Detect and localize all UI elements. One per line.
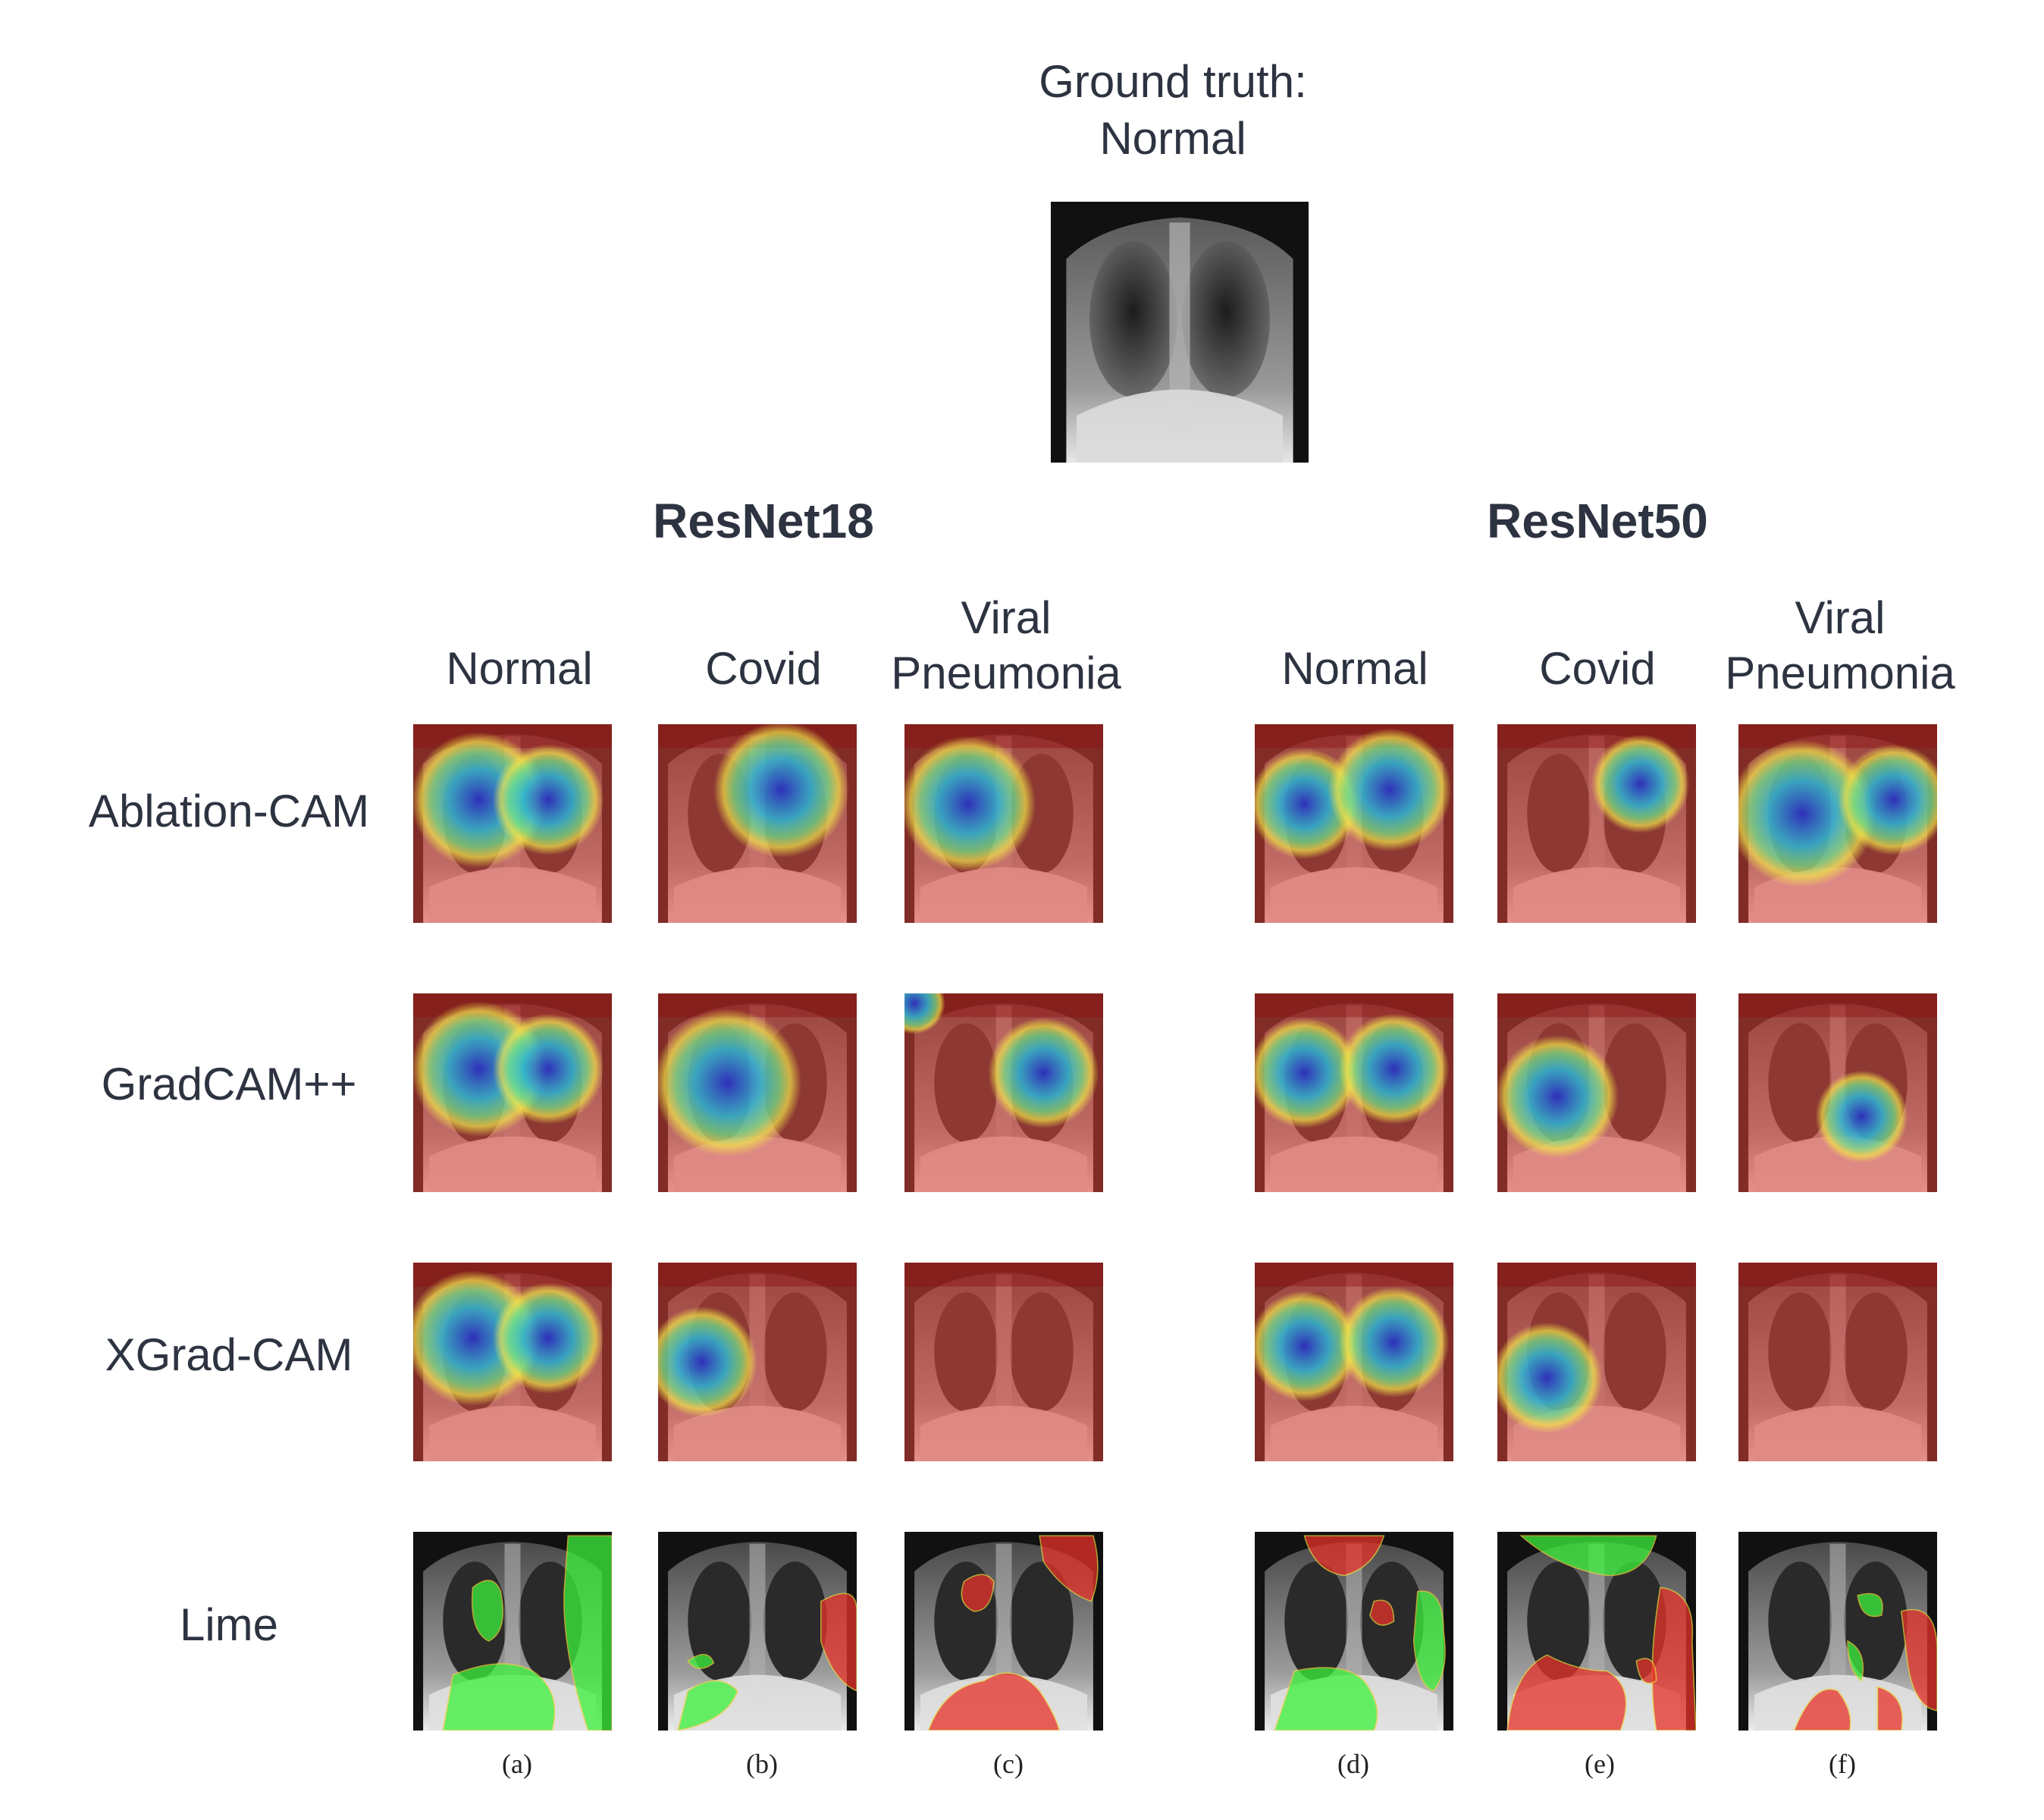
column-label-viral-pneumonia: Viral Pneumonia: [862, 590, 1150, 701]
panel-lime-resnet50-normal: [1255, 1532, 1453, 1731]
panel-ablation-cam-resnet18-normal: [413, 724, 612, 923]
caption-e: (e): [1585, 1749, 1615, 1779]
row-label-xgrad-cam: XGrad-CAM: [105, 1329, 353, 1380]
panel-lime-resnet18-normal: [413, 1532, 612, 1731]
panel-lime-resnet18-covid: [658, 1532, 857, 1731]
caption-b: (b): [746, 1749, 778, 1779]
row-label-gradcam-plus-plus: GradCAM++: [101, 1059, 357, 1109]
column-label-covid: Covid: [705, 643, 822, 694]
panel-gradcam-plus-plus-resnet18-covid: [658, 993, 857, 1192]
panel-gradcam-plus-plus-resnet18-normal: [413, 993, 612, 1192]
ground-truth-label: Ground truth:: [1039, 56, 1307, 107]
ground-truth-xray: [1051, 202, 1309, 463]
caption-d: (d): [1337, 1749, 1369, 1779]
panel-xgrad-cam-resnet50-viral-pneumonia: [1738, 1263, 1937, 1461]
column-label-viral-pneumonia: Viral Pneumonia: [1696, 590, 1984, 701]
panel-lime-resnet18-viral-pneumonia: [904, 1532, 1103, 1731]
row-label-lime: Lime: [179, 1599, 279, 1650]
caption-c: (c): [993, 1749, 1024, 1779]
panel-xgrad-cam-resnet18-covid: [658, 1263, 857, 1461]
panel-xgrad-cam-resnet50-normal: [1255, 1263, 1453, 1461]
caption-f: (f): [1829, 1749, 1856, 1779]
panel-gradcam-plus-plus-resnet18-viral-pneumonia: [904, 993, 1103, 1192]
column-label-covid: Covid: [1539, 643, 1656, 694]
panel-lime-resnet50-viral-pneumonia: [1738, 1532, 1937, 1731]
column-label-viral-line1: Viral: [961, 592, 1052, 643]
caption-a: (a): [502, 1749, 532, 1779]
panel-gradcam-plus-plus-resnet50-viral-pneumonia: [1738, 993, 1937, 1192]
model-title-resnet50: ResNet50: [1487, 494, 1708, 548]
column-label-viral-line1: Viral: [1795, 592, 1886, 643]
column-label-normal: Normal: [1281, 643, 1428, 694]
panel-ablation-cam-resnet50-normal: [1255, 724, 1453, 923]
column-label-viral-line2: Pneumonia: [1725, 648, 1955, 698]
panel-gradcam-plus-plus-resnet50-covid: [1497, 993, 1696, 1192]
panel-ablation-cam-resnet50-covid: [1497, 724, 1696, 923]
panel-ablation-cam-resnet18-viral-pneumonia: [904, 724, 1103, 923]
panel-xgrad-cam-resnet18-viral-pneumonia: [904, 1263, 1103, 1461]
panel-gradcam-plus-plus-resnet50-normal: [1255, 993, 1453, 1192]
column-label-viral-line2: Pneumonia: [891, 648, 1121, 698]
column-label-normal: Normal: [446, 643, 593, 694]
ground-truth-value: Normal: [1099, 113, 1246, 164]
row-label-ablation-cam: Ablation-CAM: [88, 786, 370, 836]
panel-lime-resnet50-covid: [1497, 1532, 1696, 1731]
panel-ablation-cam-resnet50-viral-pneumonia: [1738, 724, 1937, 923]
ground-truth-title: Ground truth: Normal: [945, 53, 1400, 167]
panel-xgrad-cam-resnet18-normal: [413, 1263, 612, 1461]
model-title-resnet18: ResNet18: [653, 494, 874, 548]
panel-ablation-cam-resnet18-covid: [658, 724, 857, 923]
panel-xgrad-cam-resnet50-covid: [1497, 1263, 1696, 1461]
